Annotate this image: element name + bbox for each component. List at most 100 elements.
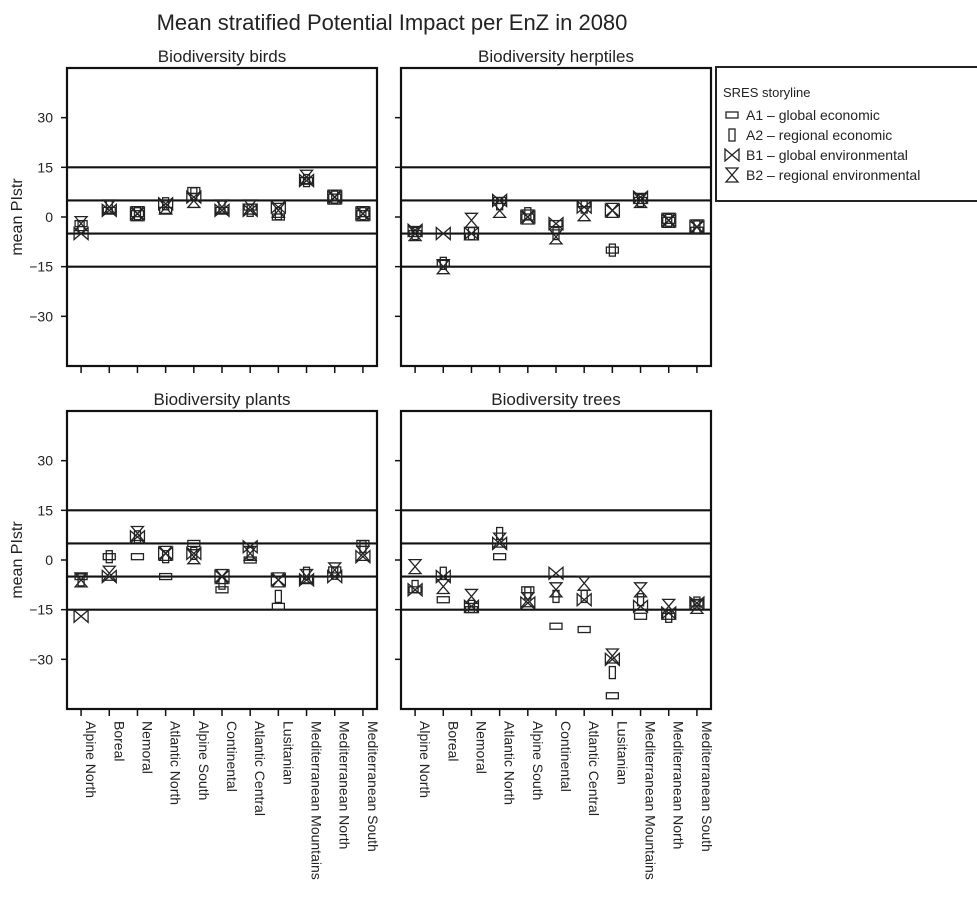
panel-biodiversity-plants: Biodiversity plants −30 −15 0 15 30 mean PIstr… [9, 390, 381, 880]
point-b2-boreal [101, 565, 117, 581]
point-b1-atlantic-central [242, 202, 258, 218]
point-b1-mediterranean-mountains [632, 598, 649, 614]
point-b2-atlantic-north [492, 202, 508, 219]
x-tick-label-alpine-south: Alpine South [196, 721, 212, 800]
point-a2-mediterranean-north [665, 609, 673, 623]
point-a1-nemoral [130, 553, 145, 561]
point-b2-nemoral [130, 525, 145, 542]
point-b2-mediterranean-south [355, 206, 371, 222]
panel-title: Biodiversity herptiles [478, 47, 634, 66]
panel-frame [399, 409, 713, 711]
point-b1-atlantic-north [491, 193, 508, 208]
point-b2-alpine-north [407, 225, 423, 242]
point-b1-atlantic-central [242, 539, 258, 555]
point-b2-alpine-north [73, 572, 89, 588]
legend: SRES storyline A1 – global economic A2 – … [715, 66, 977, 202]
point-a1-lusitanian [271, 602, 286, 611]
x-tick-label-continental: Continental [224, 721, 240, 792]
point-b1-mediterranean-mountains [298, 173, 315, 188]
x-tick-label-nemoral: Nemoral [473, 721, 489, 774]
panel-biodiversity-trees: Biodiversity trees Alpine North Boreal Nemo… [395, 390, 715, 880]
y-tick-label: 30 [37, 110, 53, 126]
point-b2-mediterranean-mountains [633, 582, 648, 598]
x-tick-label-alpine-north: Alpine North [83, 721, 99, 798]
point-b2-atlantic-north [158, 199, 174, 215]
x-tick-label-boreal: Boreal [111, 721, 127, 761]
legend-label-b1: B1 – global environmental [746, 147, 908, 163]
point-b1-lusitanian [604, 651, 621, 667]
point-a1-atlantic-north [158, 572, 173, 581]
point-b2-continental [548, 582, 564, 598]
data-markers [407, 189, 705, 275]
legend-entries: A1 – global economic A2 – regional econom… [724, 107, 920, 183]
point-a2-lusitanian [608, 243, 617, 257]
y-tick-label: −30 [29, 651, 53, 667]
point-a2-nemoral [133, 207, 142, 221]
x-tick-label-mediterranean-north: Mediterranean North [671, 721, 687, 849]
point-b1-atlantic-north [157, 196, 174, 212]
panel-biodiversity-herptiles: Biodiversity herptiles [395, 47, 713, 373]
point-b2-atlantic-central [242, 199, 258, 215]
y-tick-label: 0 [45, 209, 53, 225]
x-tick-label-boreal: Boreal [445, 721, 461, 761]
point-b1-nemoral [463, 598, 480, 614]
point-b1-mediterranean-north [327, 569, 343, 584]
point-b2-atlantic-central [242, 545, 258, 562]
point-a1-nemoral [130, 210, 145, 218]
y-tick-label: 0 [45, 552, 53, 568]
panel-title: Biodiversity plants [153, 390, 290, 409]
point-a2-boreal [105, 550, 113, 564]
point-b2-continental [548, 229, 564, 245]
panel-title: Biodiversity trees [491, 390, 620, 409]
x-tick-label-continental: Continental [558, 721, 574, 792]
point-b2-continental [214, 568, 230, 585]
point-b2-atlantic-central [576, 206, 592, 222]
point-a2-mediterranean-south [693, 220, 701, 234]
point-b2-mediterranean-mountains [299, 169, 314, 185]
point-b1-boreal [101, 569, 117, 584]
point-a1-mediterranean-north [662, 216, 676, 224]
point-a1-mediterranean-mountains [633, 612, 648, 620]
point-b2-alpine-south [186, 549, 202, 565]
point-b1-mediterranean-south [689, 595, 705, 611]
x-tick-label-lusitanian: Lusitanian [280, 721, 296, 785]
point-b2-boreal [101, 199, 117, 215]
point-a1-boreal [436, 596, 450, 604]
point-a2-atlantic-central [580, 589, 588, 604]
x-tick-label-atlantic-central: Atlantic Central [586, 721, 602, 816]
legend-label-b2: B2 – regional environmental [746, 167, 920, 183]
point-b2-boreal [435, 578, 451, 595]
y-axis-label: mean PIstr [9, 178, 26, 256]
data-markers [73, 525, 371, 624]
legend-box [715, 66, 977, 202]
panel-biodiversity-birds: Biodiversity birds −30 −15 0 15 30 mean PIstr [9, 47, 379, 373]
y-tick-label: −15 [29, 259, 53, 275]
y-tick-label: −30 [29, 308, 53, 324]
point-b1-mediterranean-north [661, 605, 677, 621]
point-a2-mediterranean-south [359, 207, 367, 221]
point-a2-nemoral [467, 599, 476, 614]
point-b2-atlantic-central [576, 575, 592, 591]
legend-label-a1: A1 – global economic [746, 107, 880, 123]
legend-marker-b1 [724, 147, 740, 163]
point-a2-lusitanian [274, 589, 283, 604]
x-tick-label-lusitanian: Lusitanian [614, 721, 630, 785]
point-a1-continental [215, 586, 229, 594]
point-b1-boreal [435, 226, 451, 241]
x-tick-label-nemoral: Nemoral [139, 721, 155, 774]
point-b2-atlantic-north [492, 532, 508, 548]
point-b2-lusitanian [604, 648, 620, 664]
x-tick-label-mediterranean-north: Mediterranean North [337, 721, 353, 849]
point-a1-continental [549, 622, 563, 630]
point-b1-mediterranean-mountains [298, 572, 315, 588]
point-b1-alpine-north [73, 226, 89, 241]
x-tick-label-mediterranean-south: Mediterranean South [699, 721, 715, 852]
point-b1-alpine-north [407, 222, 423, 238]
point-b1-atlantic-central [576, 199, 592, 215]
point-a1-lusitanian [605, 692, 620, 700]
x-tick-label-mediterranean-south: Mediterranean South [365, 721, 381, 852]
point-b2-atlantic-north [158, 545, 174, 562]
point-b1-continental [548, 216, 564, 232]
x-tick-label-alpine-north: Alpine North [417, 721, 433, 798]
